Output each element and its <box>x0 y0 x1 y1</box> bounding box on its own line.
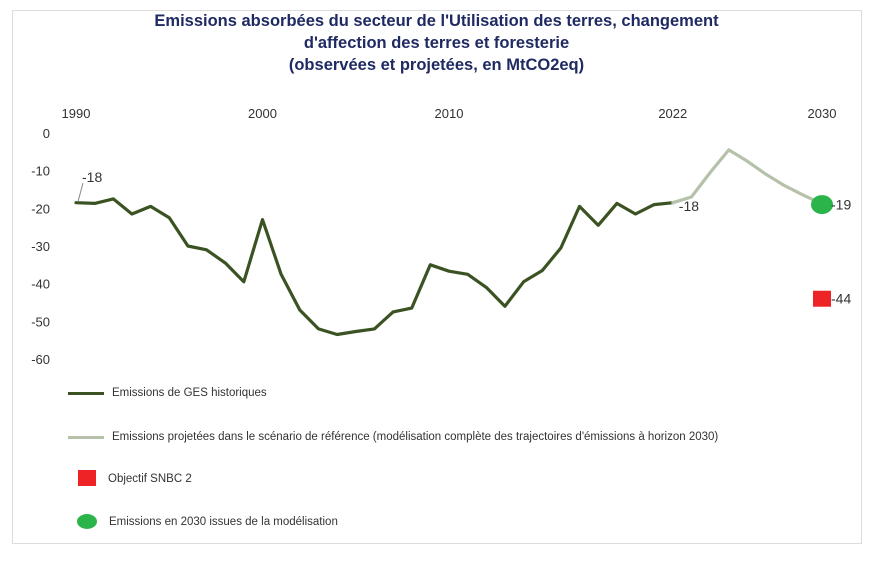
chart-title-line-2: d'affection des terres et foresterie <box>303 34 570 52</box>
chart-title-line-3: (observées et projetées, en MtCO2eq) <box>288 56 585 74</box>
legend-item-2030-model: Emissions en 2030 issues de la modélisat… <box>73 514 824 529</box>
y-tick-label-minus10: -10 <box>31 164 50 179</box>
chart-title: Emissions absorbées du secteur de l'Util… <box>0 10 873 76</box>
x-tick-label-2030: 2030 <box>808 106 837 121</box>
marker-snbc2-square <box>813 290 831 307</box>
legend-swatch-historical <box>68 392 104 395</box>
series-line-projected <box>671 148 824 206</box>
y-tick-label-minus20: -20 <box>31 201 50 216</box>
legend-item-historical: Emissions de GES historiques <box>68 386 827 400</box>
chart-title-line-1: Emissions absorbées du secteur de l'Util… <box>154 12 719 30</box>
x-tick-label-1990: 1990 <box>62 106 91 121</box>
marker-label-snbc2: -44 <box>831 291 851 307</box>
legend-label-projected: Emissions projetées dans le scénario de … <box>112 431 719 443</box>
legend-label-2030-model: Emissions en 2030 issues de la modélisat… <box>109 516 338 528</box>
marker-label-2030-model: -19 <box>831 197 851 213</box>
legend-item-projected: Emissions projetées dans le scénario de … <box>68 430 827 444</box>
legend-label-snbc2: Objectif SNBC 2 <box>108 473 192 485</box>
legend-swatch-snbc2 <box>78 470 96 486</box>
annotation-label-1990: -18 <box>82 169 102 185</box>
x-tick-label-2010: 2010 <box>435 106 464 121</box>
legend-swatch-2030-model <box>77 514 97 529</box>
marker-2030-model-dot <box>811 195 833 215</box>
y-tick-label-minus30: -30 <box>31 239 50 254</box>
series-line-historical <box>74 197 675 337</box>
legend-item-snbc2: Objectif SNBC 2 <box>73 470 823 486</box>
chart-frame <box>12 10 862 544</box>
y-tick-label-minus60: -60 <box>31 352 50 367</box>
x-tick-label-2000: 2000 <box>248 106 277 121</box>
x-tick-label-2022: 2022 <box>658 106 687 121</box>
y-tick-label-minus40: -40 <box>31 277 50 292</box>
legend-label-historical: Emissions de GES historiques <box>112 387 267 399</box>
annotation-label-2022: -18 <box>679 198 699 214</box>
y-tick-label-0: 0 <box>43 126 50 141</box>
annotation-leader-1990 <box>77 182 84 202</box>
legend-swatch-projected <box>68 436 104 439</box>
y-tick-label-minus50: -50 <box>31 314 50 329</box>
